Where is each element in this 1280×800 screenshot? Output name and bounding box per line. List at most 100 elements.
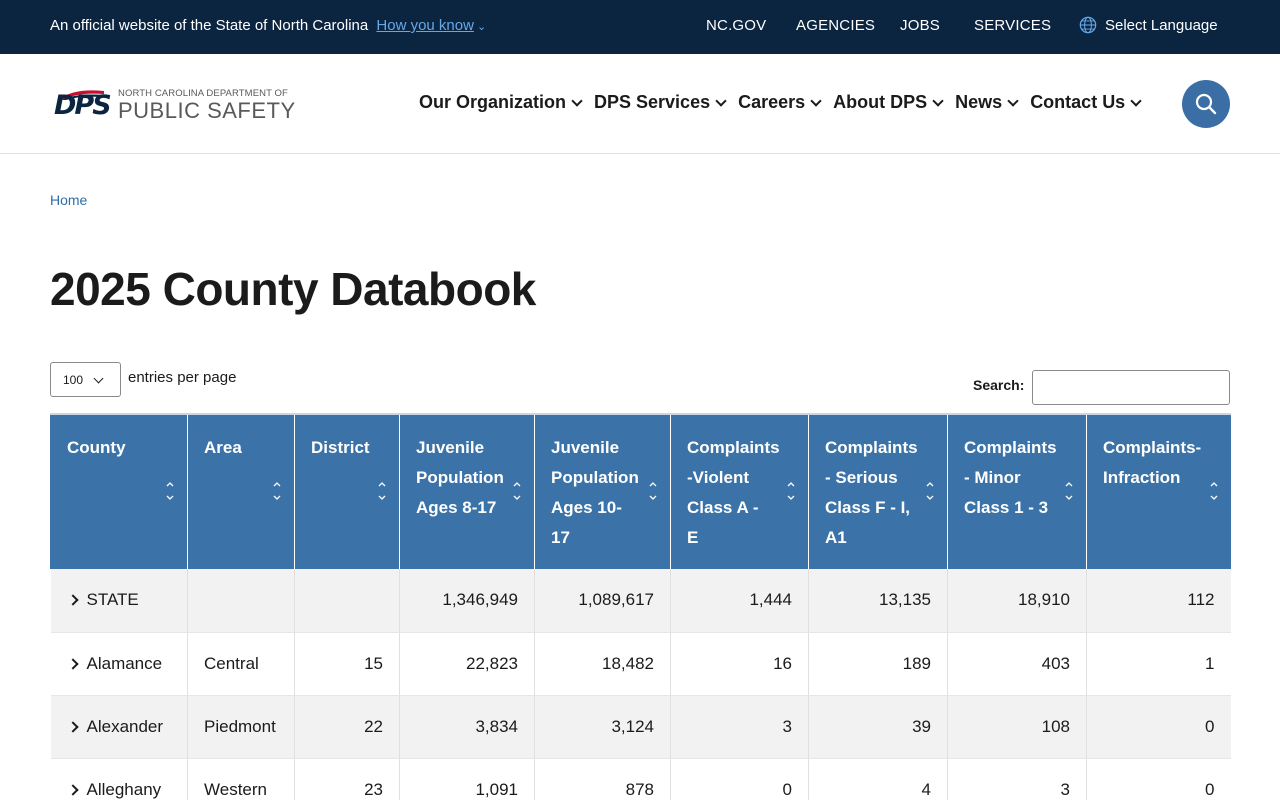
- area-cell: [187, 569, 295, 633]
- county-cell[interactable]: STATE: [50, 569, 188, 633]
- county-name: Alexander: [86, 716, 164, 736]
- table-row: Alleghany Western 23 1,091 878 0 4 3 0: [50, 758, 1231, 800]
- county-name: STATE: [86, 590, 139, 610]
- complaints-infraction-cell: 0: [1086, 758, 1231, 800]
- column-header-complaints-infraction[interactable]: Complaints-Infraction: [1086, 413, 1231, 569]
- county-name: Alamance: [86, 653, 163, 673]
- chevron-down-icon: [93, 373, 104, 384]
- agencies-link[interactable]: AGENCIES: [796, 17, 876, 34]
- expand-row-icon[interactable]: [66, 594, 79, 606]
- sort-icon: [378, 482, 386, 500]
- official-text: An official website of the State of Nort…: [50, 17, 369, 34]
- nav-label: News: [955, 92, 1003, 112]
- logo-line2: PUBLIC SAFETY: [118, 98, 296, 123]
- chevron-down-icon: [932, 94, 944, 107]
- logo-mark: DPS: [54, 90, 112, 121]
- entries-per-page-select[interactable]: 100: [50, 362, 121, 397]
- column-label: Juvenile Population Ages 8-17: [416, 438, 504, 517]
- flag-swoosh-icon: [60, 90, 104, 100]
- county-cell[interactable]: Alamance: [50, 632, 188, 696]
- complaints-violent-cell: 0: [670, 758, 809, 800]
- sort-icon: [1210, 482, 1217, 500]
- district-cell: 23: [294, 758, 400, 800]
- complaints-violent-cell: 16: [670, 632, 809, 696]
- column-label: Complaints-Infraction: [1103, 438, 1202, 487]
- nc-gov-link[interactable]: NC.GOV: [706, 17, 767, 34]
- chevron-down-icon: [810, 94, 822, 107]
- juvenile-pop-10-17-cell: 878: [534, 758, 671, 800]
- nav-label: Our Organization: [419, 92, 567, 112]
- chevron-down-icon: [571, 94, 583, 107]
- column-header-area[interactable]: Area: [187, 413, 295, 569]
- table-row: Alamance Central 15 22,823 18,482 16 189…: [50, 632, 1231, 696]
- column-label: Complaints - Minor Class 1 - 3: [964, 438, 1057, 517]
- nav-careers[interactable]: Careers: [738, 92, 833, 113]
- dps-logo[interactable]: DPS NORTH CAROLINA DEPARTMENT OF PUBLIC …: [54, 88, 296, 123]
- column-label: Complaints - Serious Class F - I, A1: [825, 438, 918, 547]
- area-cell: Central: [187, 632, 295, 696]
- sort-icon: [926, 482, 934, 500]
- sort-icon: [649, 482, 657, 500]
- column-header-county[interactable]: County: [50, 413, 188, 569]
- how-you-know-label: How you know: [376, 17, 474, 34]
- expand-row-icon[interactable]: [66, 720, 79, 733]
- nav-our-organization[interactable]: Our Organization: [419, 92, 594, 113]
- column-label: Area: [204, 438, 242, 457]
- juvenile-pop-10-17-cell: 1,089,617: [534, 569, 671, 633]
- table-header-row: County Area District Juvenile Population…: [50, 413, 1231, 569]
- complaints-minor-cell: 3: [947, 758, 1087, 800]
- complaints-minor-cell: 108: [947, 695, 1087, 759]
- table-row: Alexander Piedmont 22 3,834 3,124 3 39 1…: [50, 695, 1231, 759]
- table-search-input[interactable]: [1032, 370, 1230, 405]
- complaints-serious-cell: 13,135: [808, 569, 948, 633]
- complaints-violent-cell: 3: [670, 695, 809, 759]
- column-header-juvenile-population-10-17[interactable]: Juvenile Population Ages 10-17: [534, 413, 671, 569]
- jobs-link[interactable]: JOBS: [900, 17, 940, 34]
- district-cell: 22: [294, 695, 400, 759]
- nav-dps-services[interactable]: DPS Services: [594, 92, 738, 113]
- nav-label: Contact Us: [1030, 92, 1126, 112]
- how-you-know-link[interactable]: How you know ⌄: [376, 17, 486, 34]
- chevron-down-icon: [1007, 94, 1019, 107]
- select-language-button[interactable]: Select Language: [1079, 16, 1218, 34]
- nav-label: Careers: [738, 92, 806, 112]
- column-header-district[interactable]: District: [294, 413, 400, 569]
- county-cell[interactable]: Alexander: [50, 695, 188, 759]
- complaints-infraction-cell: 0: [1086, 695, 1231, 759]
- column-label: County: [67, 438, 126, 457]
- column-header-complaints-serious[interactable]: Complaints - Serious Class F - I, A1: [808, 413, 948, 569]
- complaints-serious-cell: 4: [808, 758, 948, 800]
- juvenile-pop-10-17-cell: 18,482: [534, 632, 671, 696]
- nav-about-dps[interactable]: About DPS: [833, 92, 955, 113]
- county-databook-table: County Area District Juvenile Population…: [50, 413, 1231, 800]
- page-title: 2025 County Databook: [50, 263, 536, 315]
- chevron-down-icon: ⌄: [476, 21, 487, 33]
- complaints-infraction-cell: 112: [1086, 569, 1231, 633]
- sort-icon: [787, 482, 795, 500]
- column-header-complaints-minor[interactable]: Complaints - Minor Class 1 - 3: [947, 413, 1087, 569]
- site-search-button[interactable]: [1182, 80, 1230, 128]
- expand-row-icon[interactable]: [66, 657, 79, 670]
- nav-news[interactable]: News: [955, 92, 1030, 113]
- services-link[interactable]: SERVICES: [974, 17, 1052, 34]
- county-cell[interactable]: Alleghany: [50, 758, 188, 800]
- district-cell: 15: [294, 632, 400, 696]
- column-label: Juvenile Population Ages 10-17: [551, 438, 639, 547]
- column-header-juvenile-population-8-17[interactable]: Juvenile Population Ages 8-17: [399, 413, 535, 569]
- expand-row-icon[interactable]: [66, 783, 79, 796]
- nav-label: About DPS: [833, 92, 928, 112]
- search-icon: [1195, 93, 1217, 115]
- logo-line1: NORTH CAROLINA DEPARTMENT OF: [118, 88, 288, 99]
- complaints-serious-cell: 39: [808, 695, 948, 759]
- juvenile-pop-8-17-cell: 1,091: [399, 758, 535, 800]
- nav-label: DPS Services: [594, 92, 711, 112]
- column-label: District: [311, 438, 370, 457]
- column-header-complaints-violent[interactable]: Complaints -Violent Class A - E: [670, 413, 809, 569]
- breadcrumb-home[interactable]: Home: [50, 192, 88, 208]
- globe-icon: [1079, 16, 1097, 34]
- complaints-infraction-cell: 1: [1086, 632, 1231, 696]
- chevron-down-icon: [715, 94, 727, 107]
- sort-icon: [1065, 482, 1073, 500]
- nav-contact-us[interactable]: Contact Us: [1030, 92, 1153, 113]
- juvenile-pop-8-17-cell: 3,834: [399, 695, 535, 759]
